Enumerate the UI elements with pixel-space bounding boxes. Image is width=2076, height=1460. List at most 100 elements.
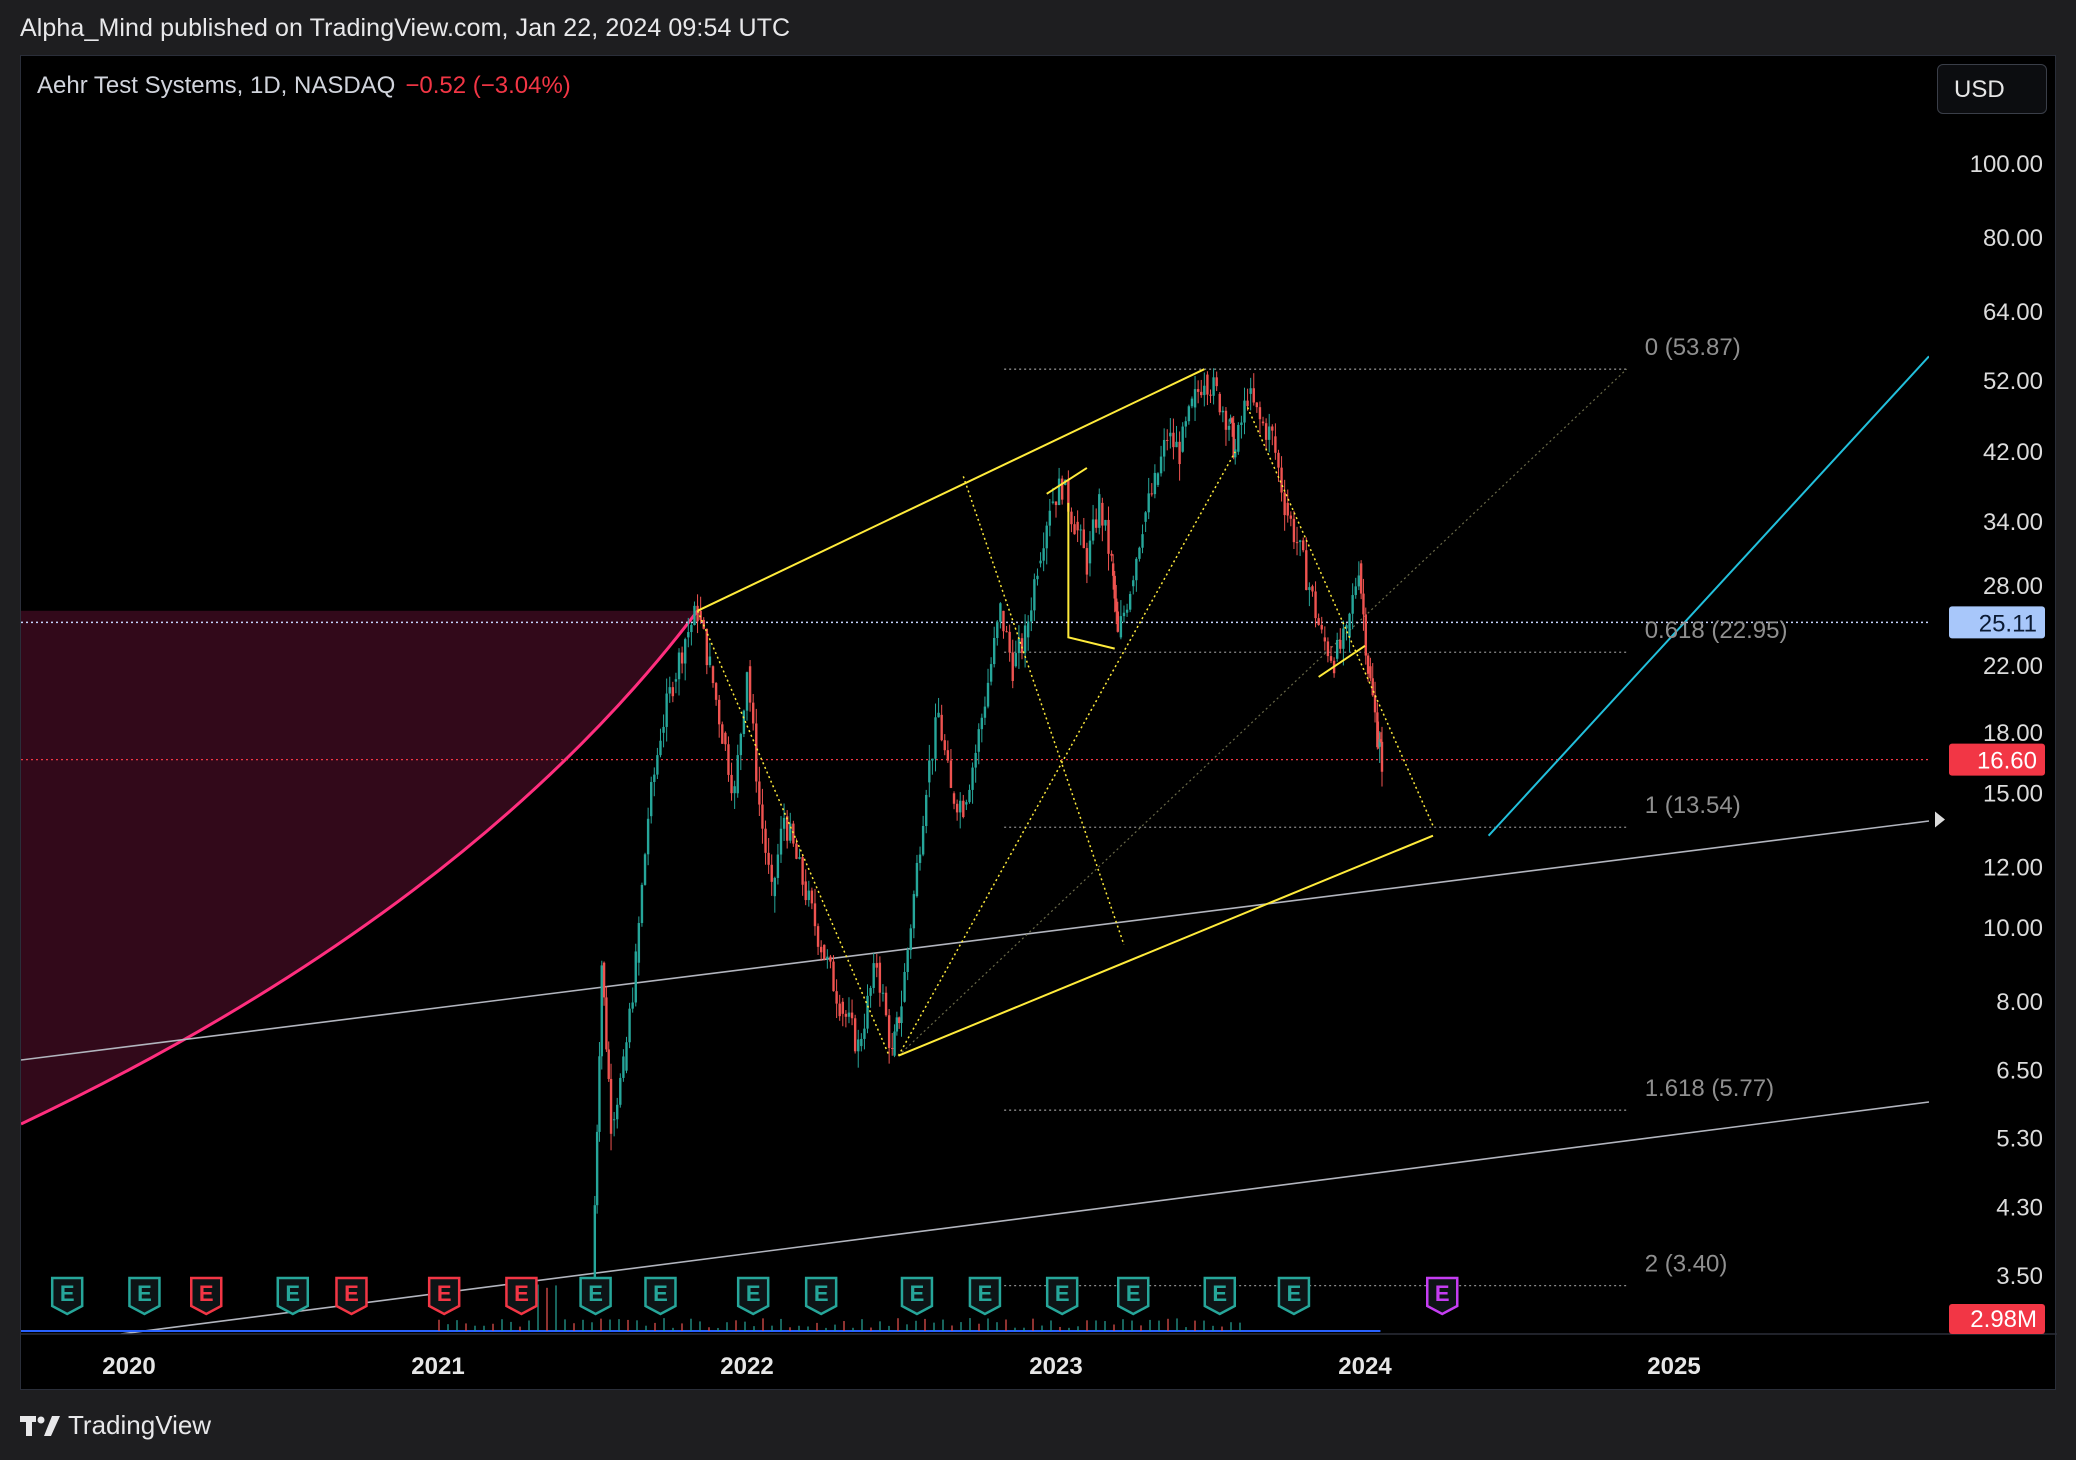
candle-body <box>1147 493 1150 513</box>
candle-body <box>1122 612 1126 617</box>
earnings-marker[interactable]: E <box>736 1276 770 1316</box>
candle-body <box>653 774 656 783</box>
candle-body <box>628 1008 631 1043</box>
tradingview-logo[interactable]: TradingView <box>20 1410 211 1441</box>
candle-body <box>838 1003 841 1017</box>
earnings-marker[interactable]: E <box>900 1276 934 1316</box>
candle-body <box>721 724 724 744</box>
currency-button[interactable]: USD <box>1937 64 2047 114</box>
candle-body <box>1113 575 1116 599</box>
candle-body <box>1104 519 1107 526</box>
candle-body <box>1023 625 1027 653</box>
flag-bottom <box>1067 502 1115 650</box>
candle-body <box>665 693 668 727</box>
candle-body <box>1209 394 1212 396</box>
earnings-marker[interactable]: E <box>1117 1276 1150 1316</box>
candle-body <box>1150 493 1153 495</box>
candle-body <box>1380 741 1384 772</box>
price-chart[interactable]: E E E E E E E E E E E E E E E E E E 0 (53.87) 0.618 (22.95)… <box>21 56 2057 1391</box>
candle-body <box>866 995 869 1029</box>
earnings-badge <box>128 1276 161 1316</box>
candle-body <box>832 961 835 992</box>
earnings-marker[interactable]: E <box>804 1276 838 1316</box>
candle-body <box>1249 388 1252 394</box>
candle-body <box>1101 502 1104 526</box>
candle-body <box>968 789 971 803</box>
candle-body <box>705 628 709 666</box>
resistance-zone-fill <box>21 610 698 1124</box>
candle-body <box>1298 540 1302 542</box>
chart-frame[interactable]: E E E E E E E E E E E E E E E E E E 0 (53.87) 0.618 (22.95)… <box>20 55 2057 1391</box>
candle-body <box>903 971 906 1002</box>
candle-body <box>1132 580 1135 587</box>
candle-body <box>637 923 641 963</box>
volume-bar <box>1059 1326 1061 1331</box>
earnings-marker[interactable]: E <box>128 1276 161 1316</box>
volume-bar <box>1005 1319 1007 1331</box>
candle-body <box>897 1017 901 1024</box>
volume-bar <box>654 1322 656 1331</box>
volume-tag-bg <box>1949 1304 2045 1334</box>
y-tick-label: 18.00 <box>1983 720 2043 747</box>
candle-body <box>733 786 736 794</box>
candle-body <box>1172 432 1175 448</box>
candle-body <box>668 687 671 694</box>
tradingview-icon <box>20 1415 60 1436</box>
x-tick-label: 2021 <box>411 1353 464 1380</box>
candle-body <box>727 744 730 775</box>
earnings-marker[interactable]: E <box>1045 1276 1079 1316</box>
candle-body <box>1033 579 1036 611</box>
candle-body <box>1206 374 1209 395</box>
earnings-marker[interactable]: E <box>1277 1276 1311 1316</box>
candle-body <box>857 1039 860 1052</box>
candle-body <box>955 803 959 813</box>
volume-bar <box>1086 1320 1088 1331</box>
earnings-marker[interactable]: E <box>335 1276 368 1316</box>
earnings-marker[interactable]: E <box>276 1276 310 1316</box>
earnings-marker[interactable]: E <box>1203 1276 1237 1316</box>
earnings-marker[interactable]: E <box>579 1276 612 1316</box>
candle-body <box>600 965 603 1057</box>
earnings-marker[interactable]: E <box>427 1276 461 1316</box>
candle-body <box>844 1013 848 1017</box>
candle-body <box>1060 478 1064 500</box>
candle-body <box>986 682 990 707</box>
volume-bar <box>717 1327 719 1331</box>
earnings-marker[interactable]: E <box>644 1276 677 1316</box>
candle-body <box>959 800 962 813</box>
volume-bar <box>1185 1327 1187 1331</box>
candle-body <box>748 666 752 703</box>
candle-body <box>863 1028 866 1039</box>
flag-top <box>1046 467 1088 495</box>
candle-body <box>1036 575 1039 580</box>
candle-body <box>1054 501 1058 506</box>
earnings-marker[interactable]: E <box>1426 1276 1459 1316</box>
volume-bar <box>1068 1327 1070 1331</box>
y-tick-label: 6.50 <box>1996 1058 2043 1085</box>
earnings-marker[interactable]: E <box>190 1276 223 1316</box>
candle-body <box>1119 616 1123 638</box>
candle-body <box>1212 377 1215 396</box>
y-tick-label: 3.50 <box>1996 1263 2043 1290</box>
earnings-badge <box>968 1276 1002 1316</box>
earnings-marker[interactable]: E <box>968 1276 1002 1316</box>
candle-body <box>702 619 705 629</box>
volume-bar <box>672 1327 674 1331</box>
candle-body <box>869 987 872 996</box>
candle-body <box>1295 542 1299 544</box>
candle-body <box>607 1049 610 1079</box>
published-header: Alpha_Mind published on TradingView.com,… <box>20 14 791 42</box>
candle-body <box>946 750 950 761</box>
candle-body <box>826 956 829 960</box>
candle-body <box>1110 553 1113 556</box>
earnings-marker[interactable]: E <box>50 1276 84 1316</box>
volume-bar <box>1167 1318 1169 1331</box>
candle-body <box>1079 529 1082 531</box>
chart-legend[interactable]: Aehr Test Systems, 1D, NASDAQ −0.52 (−3.0… <box>37 72 571 100</box>
volume-bar <box>1212 1325 1214 1331</box>
volume-bar <box>591 1322 593 1331</box>
candle-body <box>1348 613 1351 638</box>
y-tick-label: 22.00 <box>1983 653 2043 680</box>
candle-body <box>816 926 820 947</box>
earnings-marker[interactable]: E <box>505 1276 538 1316</box>
